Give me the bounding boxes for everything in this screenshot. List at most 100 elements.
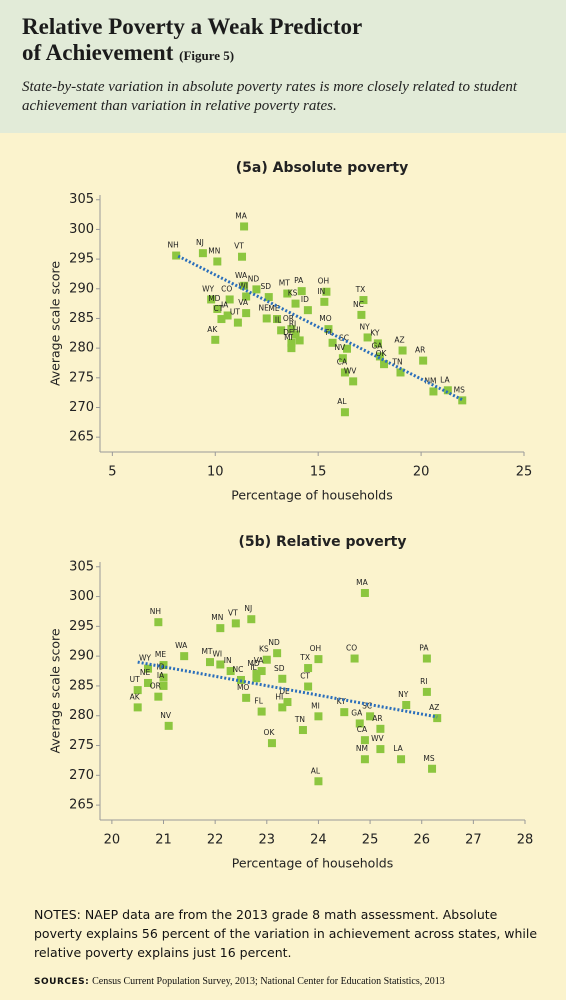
point [211, 335, 220, 344]
point-label: HI [275, 692, 283, 701]
point [314, 712, 323, 721]
point [322, 287, 331, 296]
x-tick-label: 5 [108, 465, 116, 480]
point-label: AZ [394, 336, 404, 345]
y-tick-label: 280 [69, 341, 94, 356]
point-label: GA [351, 708, 363, 717]
point [304, 664, 313, 673]
point-label: IL [250, 663, 257, 672]
point [223, 311, 232, 320]
sources-text: Census Current Population Survey, 2013; … [92, 976, 445, 987]
point [242, 309, 251, 318]
point-label: MD [208, 294, 220, 303]
point [324, 325, 333, 334]
point-label: HI [293, 325, 301, 334]
point-label: AR [372, 714, 382, 723]
point-label: WV [344, 366, 357, 375]
point-label: TN [391, 357, 402, 366]
point [257, 667, 266, 676]
point-label: KS [259, 645, 269, 654]
point [242, 693, 251, 702]
x-tick-label: 25 [362, 833, 379, 848]
point-label: ND [268, 638, 280, 647]
point [340, 708, 349, 717]
point-label: NC [233, 665, 244, 674]
point-label: OK [376, 349, 388, 358]
point [422, 654, 431, 663]
point [295, 336, 304, 345]
point [338, 354, 347, 363]
point-label: KS [288, 289, 298, 298]
point [360, 588, 369, 597]
point-label: PA [419, 644, 429, 653]
y-tick-label: 285 [69, 678, 94, 693]
point [278, 674, 287, 683]
point [398, 346, 407, 355]
x-tick-label: 23 [259, 833, 276, 848]
point-label: TX [355, 285, 366, 294]
point [291, 330, 300, 339]
point [429, 387, 438, 396]
point [144, 678, 153, 687]
point-label: ID [157, 663, 165, 672]
point-label: WI [213, 649, 223, 658]
y-axis-label: Average scale score [48, 261, 63, 386]
point-label: MN [211, 613, 223, 622]
point [328, 338, 337, 347]
y-tick-label: 280 [69, 708, 94, 723]
point [154, 618, 163, 627]
point-label: IA [221, 300, 229, 309]
point-label: MT [279, 279, 290, 288]
point-label: NM [356, 744, 368, 753]
y-tick-label: 290 [69, 649, 94, 664]
point [252, 674, 261, 683]
point-label: WV [371, 734, 384, 743]
point [283, 289, 292, 298]
point [252, 285, 261, 294]
point-label: CA [337, 357, 348, 366]
y-tick-label: 295 [69, 252, 94, 267]
point [314, 655, 323, 664]
point [247, 615, 256, 624]
x-tick-label: 24 [310, 833, 327, 848]
y-tick-label: 300 [69, 589, 94, 604]
point-label: MO [237, 683, 249, 692]
point-label: CT [214, 304, 224, 313]
point-label: SD [261, 282, 272, 291]
point-label: MO [319, 314, 331, 323]
point [159, 661, 168, 670]
header: Relative Poverty a Weak Predictor of Ach… [0, 0, 566, 133]
sources-label: SOURCES: [34, 977, 90, 987]
chart-title: (5a) Absolute poverty [236, 160, 408, 176]
point-label: WY [202, 284, 214, 293]
point-label: AR [415, 346, 425, 355]
trendline [177, 254, 463, 402]
y-tick-label: 270 [69, 400, 94, 415]
point-label: WA [235, 271, 248, 280]
y-tick-label: 300 [69, 222, 94, 237]
point-label: OR [283, 314, 294, 323]
point [357, 310, 366, 319]
subtitle: State-by-state variation in absolute pov… [22, 79, 518, 114]
point [287, 344, 296, 353]
x-axis-label: Percentage of households [232, 856, 394, 871]
point [226, 667, 235, 676]
point [242, 292, 251, 301]
point [257, 707, 266, 716]
point-label: VT [234, 242, 244, 251]
point-label: NV [334, 343, 346, 352]
point-label: NH [150, 607, 161, 616]
point [396, 368, 405, 377]
point-label: CO [221, 284, 232, 293]
point-label: WY [139, 654, 151, 663]
x-tick-label: 20 [413, 465, 430, 480]
point [240, 281, 249, 290]
point-label: NJ [244, 604, 252, 613]
point [350, 654, 359, 663]
point-label: OK [264, 728, 276, 737]
x-tick-label: 27 [465, 833, 482, 848]
point [273, 649, 282, 658]
x-tick-label: 25 [516, 465, 533, 480]
point [277, 326, 286, 335]
